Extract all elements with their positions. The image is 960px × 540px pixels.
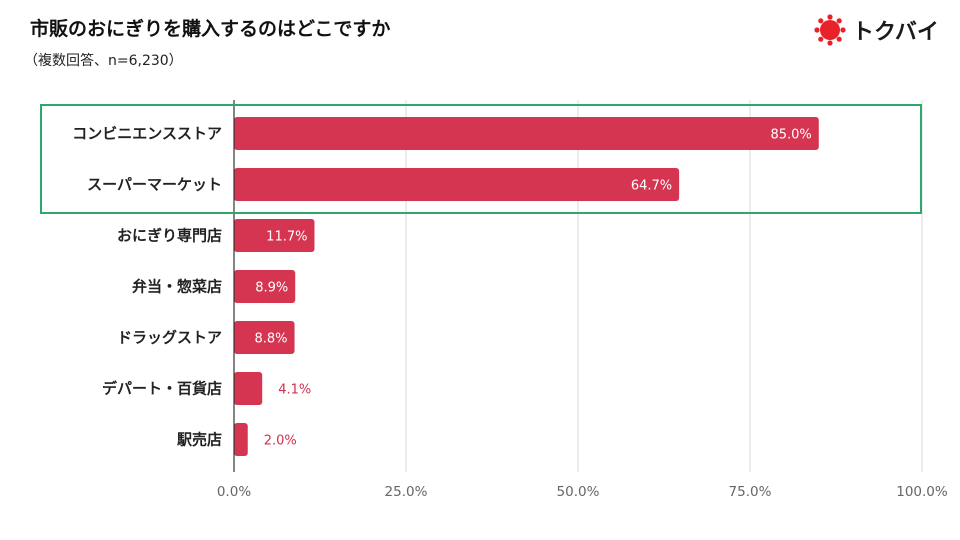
value-label: 2.0%	[264, 434, 297, 449]
value-label: 11.7%	[266, 230, 307, 245]
bar	[234, 423, 248, 456]
bar	[234, 117, 819, 150]
value-label: 4.1%	[278, 383, 311, 398]
value-label: 64.7%	[631, 179, 672, 194]
x-tick-label: 50.0%	[557, 484, 600, 500]
x-tick-label: 25.0%	[385, 484, 428, 500]
tokubai-logo: トクバイ	[814, 14, 939, 46]
sun-icon	[814, 14, 846, 46]
category-label: ドラッグストア	[117, 329, 222, 347]
category-label: デパート・百貨店	[102, 380, 222, 398]
logo-text: トクバイ	[852, 20, 939, 45]
x-tick-label: 0.0%	[217, 484, 251, 500]
chart-subtitle: （複数回答、n=6,230）	[24, 53, 183, 69]
x-tick-label: 75.0%	[729, 484, 772, 500]
bar	[234, 372, 263, 405]
value-label: 8.8%	[255, 332, 288, 347]
bar	[234, 219, 315, 252]
category-label: 弁当・惣菜店	[132, 278, 222, 296]
highlight-box	[40, 104, 922, 214]
category-label: 駅売店	[176, 431, 222, 449]
x-tick-label: 100.0%	[896, 484, 948, 500]
value-label: 8.9%	[255, 281, 288, 296]
value-label: 85.0%	[770, 128, 811, 143]
bar	[234, 168, 680, 201]
bar	[234, 321, 295, 354]
category-label: おにぎり専門店	[117, 227, 222, 245]
chart-title: 市販のおにぎりを購入するのはどこですか	[30, 18, 391, 40]
category-label: コンビニエンスストア	[72, 125, 222, 143]
category-label: スーパーマーケット	[87, 176, 222, 194]
bar	[234, 270, 296, 303]
